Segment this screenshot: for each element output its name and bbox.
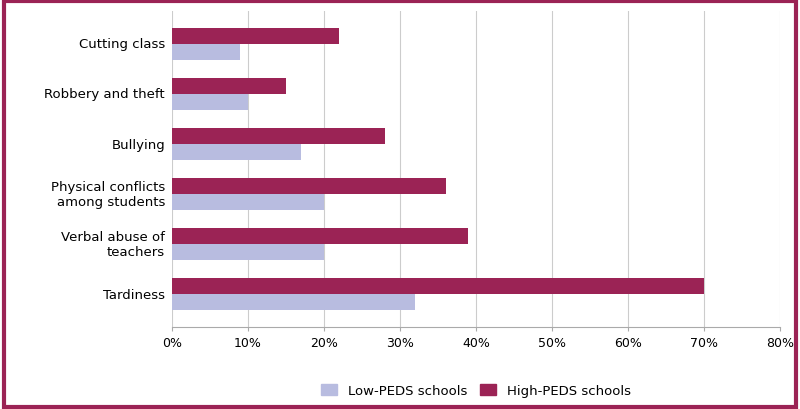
Bar [172, 79, 286, 95]
Bar [172, 145, 302, 161]
Bar [172, 245, 324, 261]
Bar [172, 95, 248, 111]
Legend: Low-PEDS schools, High-PEDS schools: Low-PEDS schools, High-PEDS schools [316, 379, 636, 402]
Bar [172, 129, 385, 145]
Bar [172, 195, 324, 211]
Bar [172, 179, 446, 195]
Bar [172, 279, 704, 295]
Bar [172, 295, 415, 311]
Bar [172, 45, 240, 61]
Bar [172, 29, 339, 45]
Bar [172, 229, 469, 245]
